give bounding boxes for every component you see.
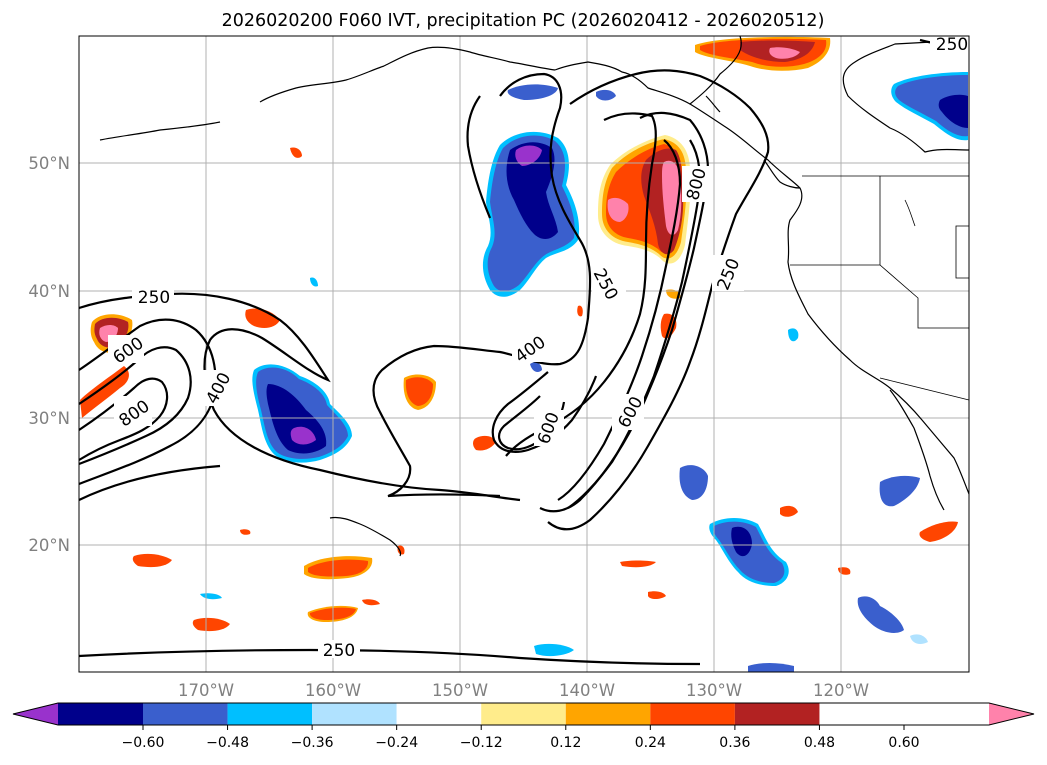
coast-north-america [842, 39, 970, 153]
colorbar-tick-label: 0.24 [635, 735, 666, 751]
colorbar-segment [565, 703, 651, 725]
precip-negative-areas [200, 72, 968, 672]
ivt-contour-labels: 250 250 250 250 250 400 400 600 600 600 … [108, 35, 969, 661]
lon-label: 160°W [305, 681, 361, 700]
colorbar: −0.60 −0.48 −0.36 −0.24 −0.12 0.12 0.24 0.36 0.4… [12, 702, 1035, 751]
colorbar-segment [227, 703, 313, 725]
colorbar-tick-label: −0.48 [206, 735, 249, 751]
colorbar-tick-label: −0.24 [375, 735, 418, 751]
colorbar-tick-label: 0.60 [888, 735, 919, 751]
ivt-contour-250-west [78, 292, 521, 502]
map-gridlines [79, 36, 969, 672]
precip-positive-areas [80, 36, 958, 632]
map-frame [78, 35, 970, 673]
colorbar-tick-label: −0.36 [291, 735, 334, 751]
colorbar-tick-label: 0.36 [719, 735, 750, 751]
colorbar-tick-label: −0.12 [460, 735, 503, 751]
ivt-contour-400-center [491, 371, 598, 453]
colorbar-segments [58, 703, 820, 725]
lon-label: 170°W [178, 681, 234, 700]
lon-label: 150°W [432, 681, 488, 700]
ivt-contour-400-west [78, 346, 192, 466]
map-panel: 250 250 250 250 250 400 400 600 600 600 … [78, 35, 970, 673]
figure-title: 2026020200 F060 IVT, precipitation PC (2… [222, 11, 825, 31]
colorbar-ticks: −0.60 −0.48 −0.36 −0.24 −0.12 0.12 0.24 0.36 0.4… [122, 725, 920, 751]
lat-label: 50°N [28, 154, 70, 173]
contour-label: 250 [138, 288, 170, 308]
colorbar-segment [312, 703, 397, 725]
lon-label: 140°W [559, 681, 615, 700]
longitude-labels: 170°W 160°W 150°W 140°W 130°W 120°W [178, 681, 869, 700]
contour-label: 250 [936, 35, 968, 55]
colorbar-outline [12, 702, 1035, 726]
lon-label: 130°W [686, 681, 742, 700]
lat-label: 40°N [28, 282, 70, 301]
ivt-contour-250-south [78, 648, 701, 666]
lat-label: 30°N [28, 409, 70, 428]
colorbar-segment [143, 703, 228, 725]
latitude-labels: 20°N 30°N 40°N 50°N [28, 154, 70, 555]
colorbar-segment [481, 703, 566, 725]
colorbar-segment [58, 703, 143, 725]
colorbar-tick-label: −0.60 [122, 735, 165, 751]
colorbar-extend-max [989, 703, 1034, 725]
contour-label: 250 [323, 641, 355, 661]
political-borders [790, 175, 970, 401]
colorbar-segment [650, 703, 735, 725]
lat-label: 20°N [28, 536, 70, 555]
colorbar-segment [396, 703, 482, 725]
coastlines [99, 35, 970, 557]
colorbar-tick-label: 0.48 [804, 735, 835, 751]
lon-label: 120°W [813, 681, 869, 700]
colorbar-tick-label: 0.12 [550, 735, 581, 751]
colorbar-segment [734, 703, 820, 725]
colorbar-extend-min [13, 703, 58, 725]
